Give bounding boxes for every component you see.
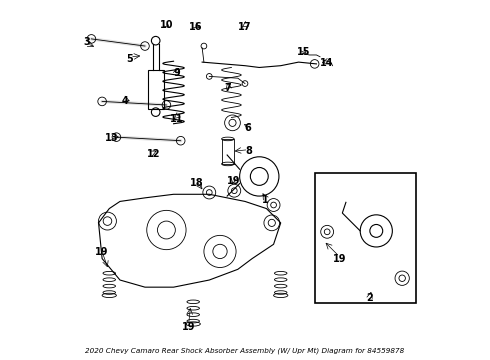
Text: 14: 14	[320, 58, 334, 68]
Text: 19: 19	[333, 254, 346, 264]
Text: 11: 11	[170, 113, 183, 123]
Text: 16: 16	[189, 22, 202, 32]
Bar	[222, 139, 234, 164]
Text: 10: 10	[160, 19, 174, 30]
Bar	[315, 173, 416, 303]
Text: 18: 18	[190, 178, 203, 188]
Text: 8: 8	[245, 147, 252, 157]
Text: 13: 13	[105, 133, 119, 143]
Text: 5: 5	[126, 54, 133, 64]
Text: 4: 4	[122, 96, 129, 107]
Text: 19: 19	[227, 176, 240, 186]
Text: 9: 9	[174, 68, 180, 78]
Text: 3: 3	[84, 37, 91, 47]
Text: 6: 6	[245, 123, 251, 133]
Text: 7: 7	[225, 83, 232, 93]
Text: 15: 15	[297, 47, 311, 57]
Text: 19: 19	[182, 322, 196, 332]
Text: 12: 12	[147, 149, 160, 159]
Text: 1: 1	[262, 195, 269, 204]
Bar	[147, 70, 164, 109]
Text: 17: 17	[238, 22, 251, 32]
Text: 19: 19	[95, 247, 108, 257]
Text: 2: 2	[367, 293, 373, 303]
Text: 2020 Chevy Camaro Rear Shock Absorber Assembly (W/ Upr Mt) Diagram for 84559878: 2020 Chevy Camaro Rear Shock Absorber As…	[85, 348, 405, 354]
